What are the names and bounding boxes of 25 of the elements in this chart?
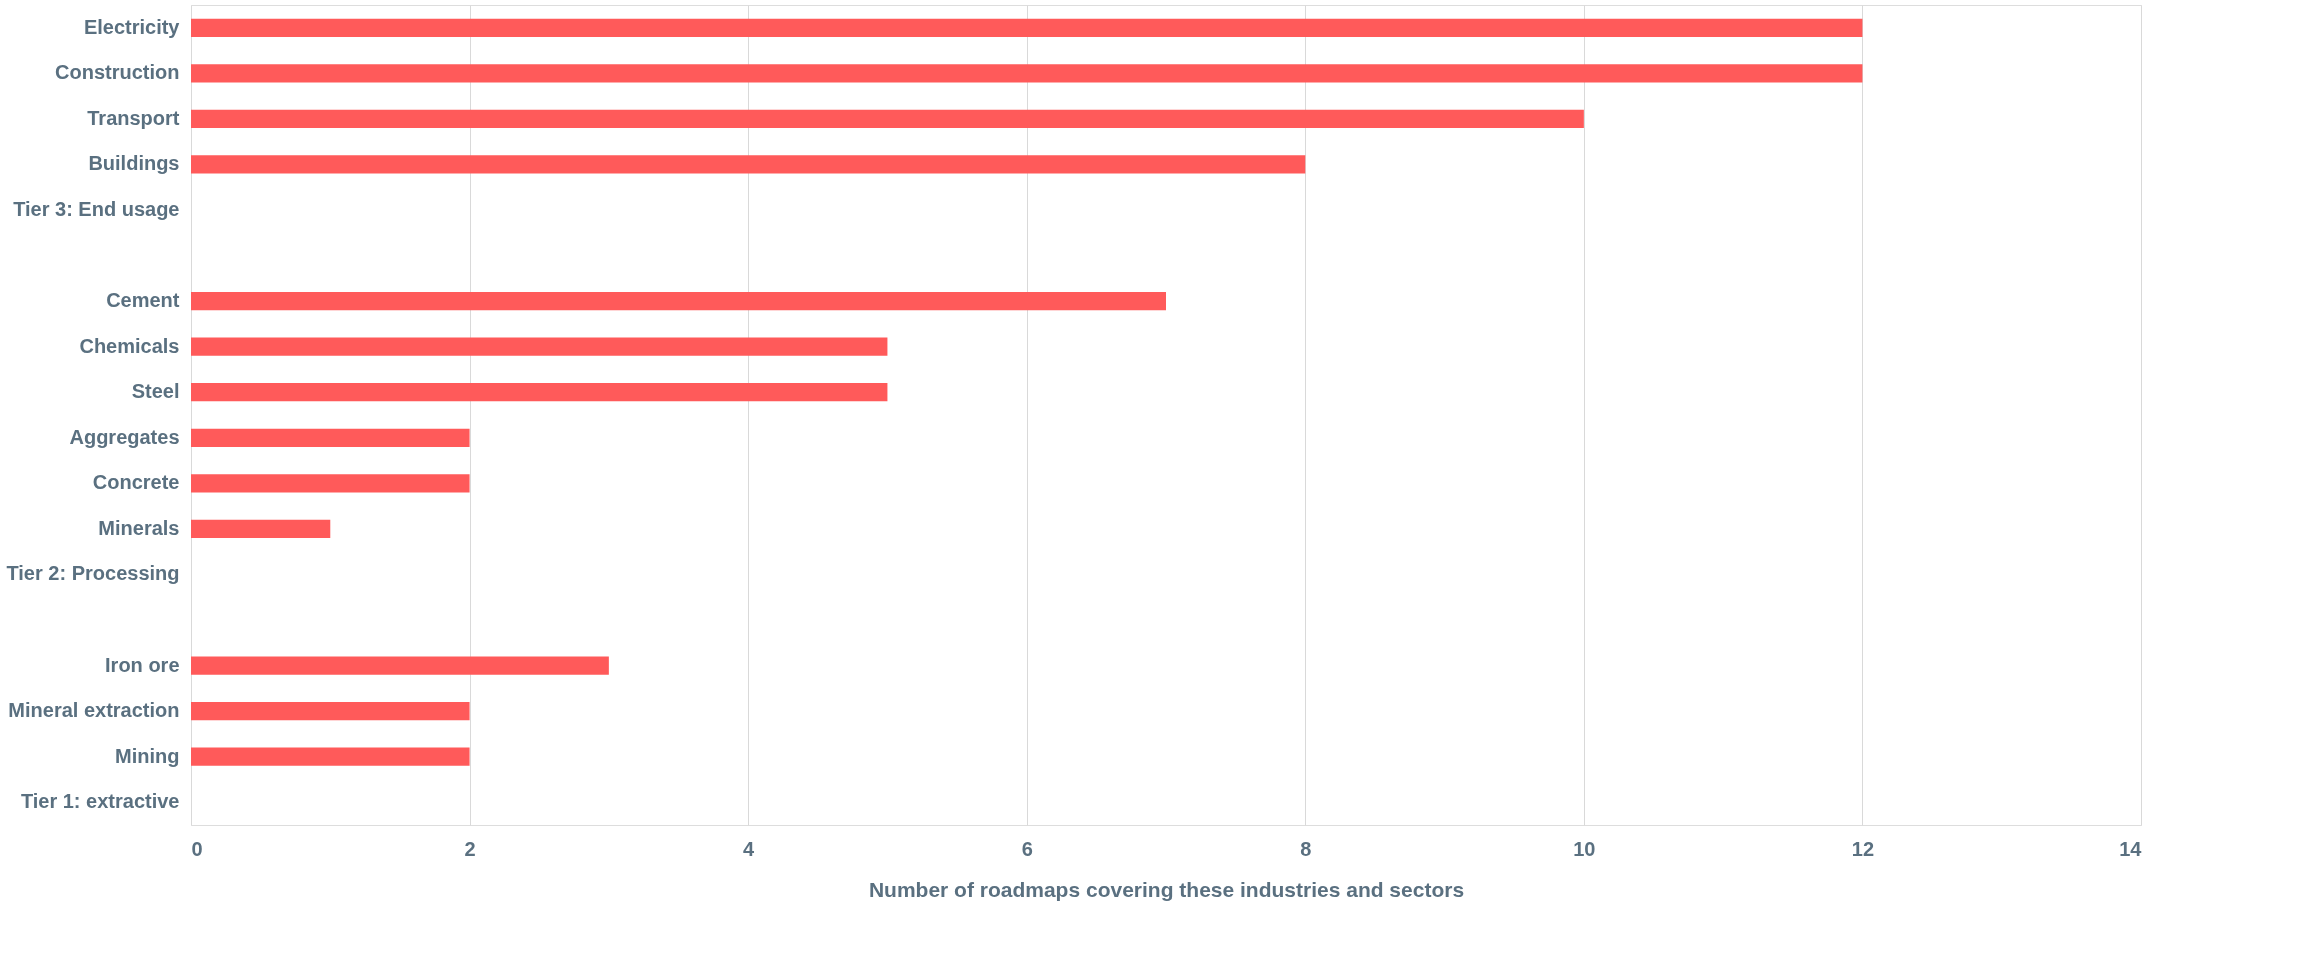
x-tick-label: 8 <box>1300 837 1312 860</box>
y-tick-label: Aggregates <box>69 425 180 448</box>
y-tick-label: Cement <box>106 289 180 312</box>
x-tick-label: 0 <box>191 837 203 860</box>
y-tick-label: Mining <box>115 744 180 767</box>
y-tick-label: Iron ore <box>105 653 180 676</box>
x-tick-label: 6 <box>1021 837 1033 860</box>
y-tick-label: Steel <box>131 380 180 403</box>
y-tick-label: Tier 1: extractive <box>20 790 180 813</box>
y-tick-label: Tier 3: End usage <box>13 198 180 220</box>
y-tick-label: Chemicals <box>79 334 180 357</box>
x-tick-label: 14 <box>2119 837 2143 860</box>
y-tick-label: Concrete <box>92 471 180 494</box>
x-tick-label: 2 <box>464 837 476 860</box>
y-tick-label: Mineral extraction <box>8 699 180 722</box>
x-axis-title: Number of roadmaps covering these industries and sectors <box>868 877 1465 901</box>
y-tick-label: Tier 2: Processing <box>6 562 180 585</box>
x-tick-label: 10 <box>1573 837 1596 860</box>
y-tick-label: Minerals <box>98 516 180 539</box>
y-tick-label: Construction <box>55 61 180 84</box>
x-tick-label: 4 <box>743 837 756 860</box>
x-tick-label: 12 <box>1851 837 1875 860</box>
y-tick-label: Buildings <box>88 152 180 175</box>
y-tick-label: Transport <box>87 106 180 129</box>
y-tick-label: Electricity <box>83 15 181 38</box>
